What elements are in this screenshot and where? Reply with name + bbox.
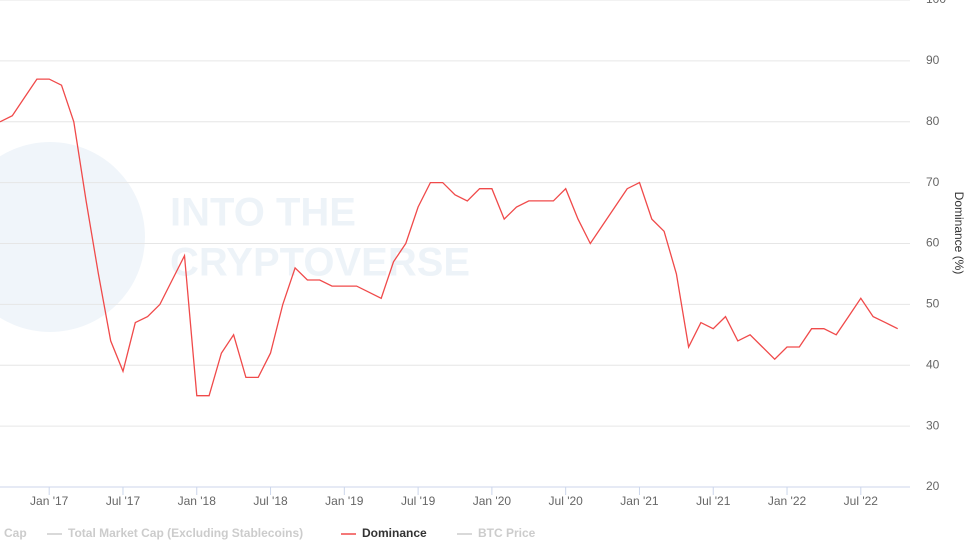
watermark: CRYPTOVERSE — [170, 241, 470, 285]
x-tick-label: Jan '20 — [473, 494, 512, 508]
x-tick-label: Jul '22 — [844, 494, 879, 508]
y-tick-label: 80 — [926, 114, 940, 128]
x-tick-label: Jan '22 — [768, 494, 807, 508]
legend-item[interactable]: Dominance — [362, 526, 427, 540]
y-tick-label: 30 — [926, 418, 940, 432]
watermark-logo — [0, 142, 145, 332]
x-tick-label: Jul '18 — [253, 494, 288, 508]
line — [0, 78, 898, 397]
x-tick-label: Jan '19 — [325, 494, 364, 508]
legend-item[interactable]: Cap — [4, 526, 27, 540]
x-tick-label: Jul '17 — [106, 494, 141, 508]
x-tick-label: Jul '20 — [549, 494, 584, 508]
y-tick-label: 90 — [926, 53, 940, 67]
x-tick-label: Jan '21 — [620, 494, 659, 508]
y-axis-label: Dominance (%) — [952, 192, 966, 275]
x-tick-label: Jan '18 — [178, 494, 217, 508]
x-tick-label: Jul '19 — [401, 494, 436, 508]
y-tick-label: 50 — [926, 297, 940, 311]
x-tick-label: Jul '21 — [696, 494, 731, 508]
watermark: INTO THE — [170, 191, 356, 235]
y-tick-label: 70 — [926, 175, 940, 189]
legend-item[interactable]: BTC Price — [478, 526, 536, 540]
y-tick-label: 20 — [926, 479, 940, 493]
y-tick-label: 100 — [926, 0, 946, 6]
y-tick-label: 40 — [926, 357, 940, 371]
x-tick-label: Jan '17 — [30, 494, 69, 508]
legend-item[interactable]: Total Market Cap (Excluding Stablecoins) — [68, 526, 303, 540]
y-tick-label: 60 — [926, 236, 940, 250]
